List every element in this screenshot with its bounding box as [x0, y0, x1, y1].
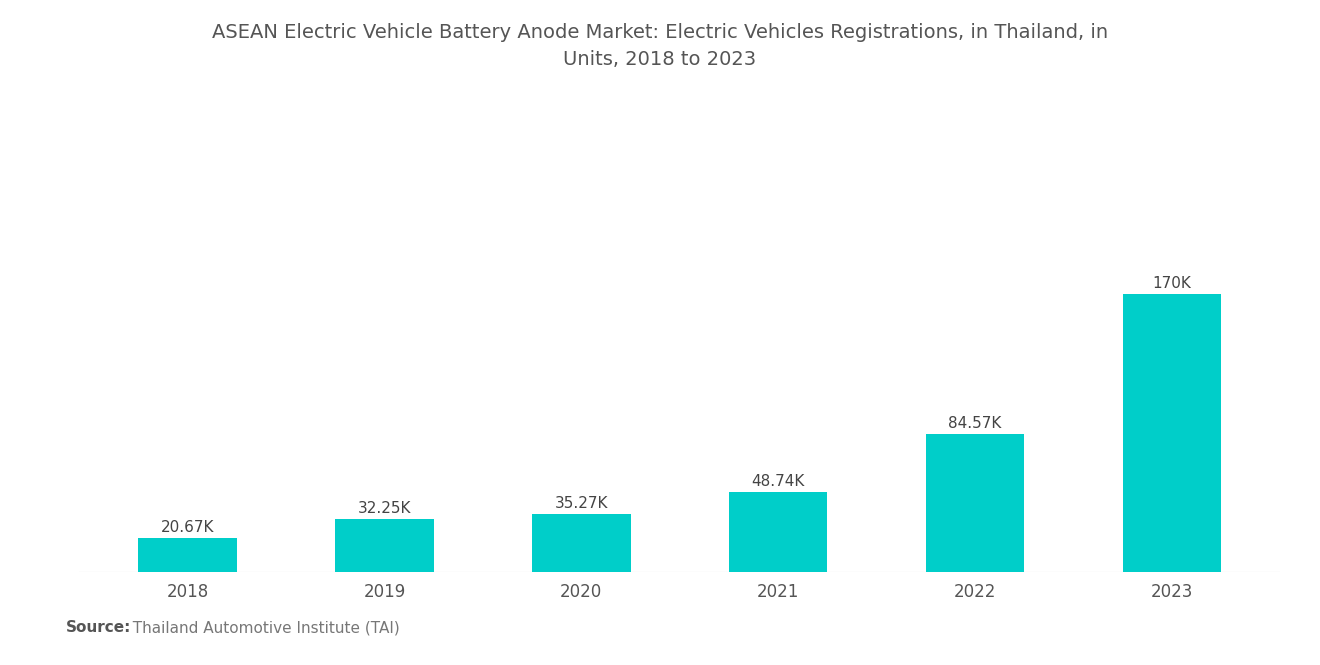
Bar — [729, 492, 828, 572]
Text: 32.25K: 32.25K — [358, 501, 411, 516]
Text: ASEAN Electric Vehicle Battery Anode Market: Electric Vehicles Registrations, in: ASEAN Electric Vehicle Battery Anode Mar… — [213, 23, 1107, 43]
Text: 20.67K: 20.67K — [161, 520, 214, 535]
Bar — [335, 519, 434, 572]
Text: 48.74K: 48.74K — [751, 474, 805, 489]
Text: Thailand Automotive Institute (TAI): Thailand Automotive Institute (TAI) — [123, 620, 400, 635]
Text: 35.27K: 35.27K — [554, 496, 609, 511]
Bar — [139, 538, 236, 572]
Bar — [532, 514, 631, 572]
Text: 170K: 170K — [1152, 276, 1192, 291]
Text: Source:: Source: — [66, 620, 132, 635]
Bar — [925, 434, 1024, 572]
Bar — [1123, 295, 1221, 572]
Text: Units, 2018 to 2023: Units, 2018 to 2023 — [564, 50, 756, 69]
Text: 84.57K: 84.57K — [949, 416, 1002, 431]
